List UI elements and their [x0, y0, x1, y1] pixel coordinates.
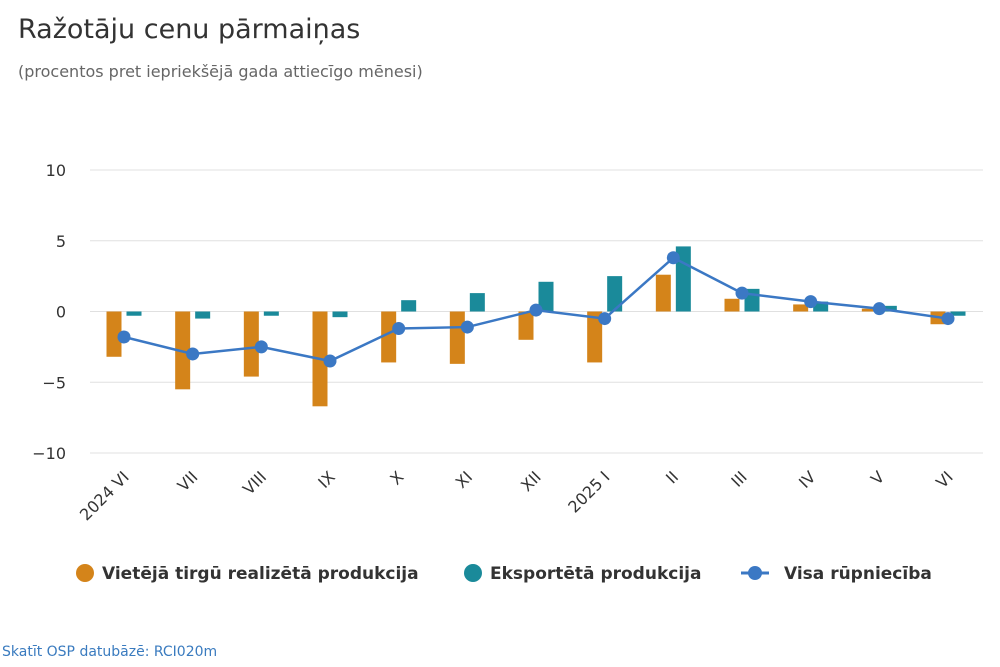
x-tick-label: V [867, 467, 888, 488]
legend-label: Visa rūpniecība [784, 564, 932, 584]
bar [195, 311, 211, 319]
line-point [529, 303, 543, 317]
line-point [666, 251, 680, 265]
line-point [460, 320, 474, 334]
x-tick-label: X [386, 467, 407, 488]
line-point [186, 347, 200, 361]
legend-marker [76, 564, 94, 582]
x-tick-label: VIII [239, 467, 270, 498]
bar [538, 281, 554, 312]
x-tick-label: VII [174, 467, 202, 495]
bar [607, 276, 623, 312]
bar [724, 298, 740, 312]
y-tick-label: 5 [56, 232, 66, 251]
y-axis: −10 −5 0 5 10 [32, 161, 66, 463]
y-tick-label: −10 [32, 444, 66, 463]
chart-title: Ražotāju cenu pārmaiņas [18, 14, 361, 45]
x-tick-label: III [727, 467, 750, 490]
x-tick-label: II [662, 467, 682, 487]
grid [90, 169, 983, 454]
y-tick-label: 10 [46, 161, 66, 180]
chart-subtitle: (procentos pret iepriekšējā gada attiecī… [18, 62, 423, 81]
line-series [117, 251, 955, 368]
x-tick-label: IX [314, 467, 339, 492]
legend-marker [748, 566, 762, 580]
line-point [804, 295, 818, 309]
x-tick-label: 2025 I [564, 467, 613, 516]
bar [675, 246, 691, 312]
line-point [392, 321, 406, 335]
legend-label: Eksportētā produkcija [490, 564, 701, 584]
x-tick-label: 2024 VI [76, 467, 133, 524]
bar [655, 274, 671, 312]
bar [587, 311, 603, 363]
bar [449, 311, 465, 364]
line-point [254, 340, 268, 354]
bar [813, 301, 829, 312]
line-point [117, 330, 131, 344]
bar [243, 311, 259, 377]
y-tick-label: −5 [42, 373, 66, 392]
legend-marker [464, 564, 482, 582]
x-axis: 2024 VI VII VIII IX X XI XII 2025 I II III IV V VI [76, 467, 957, 524]
x-tick-label: VI [932, 467, 957, 492]
line-point [941, 312, 955, 326]
line-point [735, 286, 749, 300]
bar [401, 300, 417, 312]
source-link[interactable]: Skatīt OSP datubāzē: RCI020m [2, 644, 218, 660]
legend-label: Vietējā tirgū realizētā produkcija [102, 564, 419, 584]
bar [126, 311, 142, 316]
bar [950, 311, 966, 316]
bar [518, 311, 534, 340]
bar [332, 311, 348, 318]
bar [469, 293, 485, 312]
bar [106, 311, 122, 357]
bar [263, 311, 279, 316]
bar [793, 304, 809, 312]
legend: Vietējā tirgū realizētā produkcija Ekspor… [76, 564, 932, 584]
bar [881, 305, 897, 312]
x-tick-label: XI [452, 467, 477, 492]
x-tick-label: IV [795, 467, 820, 492]
line-point [598, 312, 612, 326]
x-tick-label: XII [517, 467, 545, 495]
bar [381, 311, 397, 363]
bar [861, 308, 877, 312]
y-tick-label: 0 [56, 303, 66, 322]
line-point [872, 302, 886, 316]
line-point [323, 354, 337, 368]
